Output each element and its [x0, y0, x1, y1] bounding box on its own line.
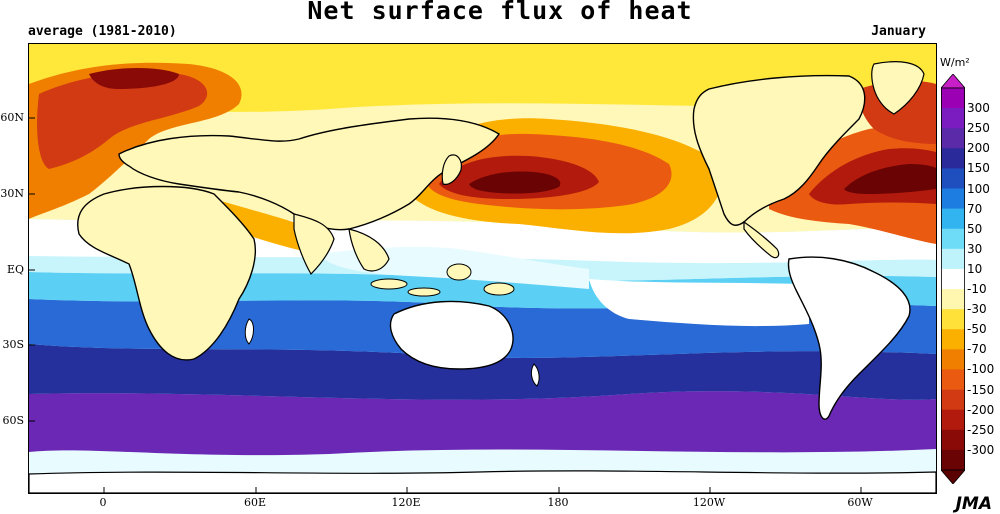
colorbar-bin — [941, 268, 965, 290]
colorbar-frame — [941, 87, 965, 471]
colorbar-tick-label: -300 — [967, 442, 995, 457]
colorbar-bin — [941, 409, 965, 431]
colorbar-tick-label: -250 — [967, 422, 995, 437]
colorbar-bin — [941, 128, 965, 149]
lon-label-60e: 60E — [243, 496, 267, 509]
colorbar-bin — [941, 369, 965, 390]
lon-label-60w: 60W — [847, 496, 873, 509]
lon-label-120e: 120E — [391, 496, 421, 509]
figure-title: Net surface flux of heat — [307, 0, 693, 25]
sumatra-island — [370, 278, 408, 290]
colorbar-bin — [941, 188, 965, 209]
new-zealand-landmass — [530, 363, 540, 387]
period-label: average (1981-2010) — [28, 24, 177, 39]
colorbar-tick-label: 30 — [967, 241, 983, 256]
antarctica-landmass — [29, 470, 936, 493]
jma-credit: JMA — [955, 494, 992, 514]
colorbar-tick-label: 150 — [967, 161, 990, 176]
colorbar-tick-label: -70 — [967, 342, 987, 357]
lat-label-30s: 30S — [2, 338, 24, 351]
japan-landmass — [441, 154, 462, 185]
colorbar-tick-label: -50 — [967, 322, 987, 337]
lon-label-120w: 120W — [692, 496, 726, 509]
colorbar-tick-label: -150 — [967, 382, 995, 397]
colorbar-tick-label: -100 — [967, 362, 995, 377]
colorbar-tick-label: -30 — [967, 302, 987, 317]
lat-label-60n: 60N — [0, 111, 24, 124]
lat-label-30n: 30N — [0, 187, 24, 200]
colorbar-bin — [941, 248, 965, 270]
map-panel — [28, 43, 937, 494]
colorbar-tick-label: 250 — [967, 121, 990, 136]
map-tick-marks — [29, 117, 862, 493]
north-america-landmass — [692, 74, 866, 226]
colorbar-bin — [941, 289, 965, 310]
colorbar-tick-label: 50 — [967, 221, 983, 236]
africa-landmass — [77, 185, 256, 361]
colorbar-tick-label: 10 — [967, 261, 983, 276]
madagascar-island — [244, 318, 254, 345]
india-landmass — [293, 213, 335, 275]
southeast-asia-landmass — [348, 228, 390, 272]
eurasia-landmass — [118, 117, 500, 231]
greenland-landmass — [871, 61, 925, 115]
colorbar-bin — [941, 88, 965, 109]
colorbar-tick-label: 70 — [967, 201, 983, 216]
lon-label-0: 0 — [99, 496, 107, 509]
colorbar — [941, 74, 965, 484]
southern-ocean-band — [29, 391, 936, 456]
colorbar-bin — [941, 168, 965, 189]
cold-tongue-region — [589, 279, 809, 327]
colorbar-bin — [941, 389, 965, 410]
colorbar-bin — [941, 349, 965, 370]
lat-label-eq: EQ — [6, 263, 24, 276]
south-america-landmass — [787, 256, 911, 420]
colorbar-bin — [941, 449, 965, 471]
lat-label-60s: 60S — [2, 414, 24, 427]
central-america-landmass — [743, 220, 780, 259]
colorbar-tick-label: -10 — [967, 282, 987, 297]
colorbar-tick-label: 300 — [967, 101, 990, 116]
colorbar-bin — [941, 148, 965, 169]
java-island — [407, 287, 441, 297]
colorbar-bin — [941, 329, 965, 350]
gulf-stream-max-loss — [844, 164, 936, 194]
colorbar-tick-label: -200 — [967, 402, 995, 417]
colorbar-bin — [941, 309, 965, 330]
subantarctic-band — [29, 344, 936, 400]
arabian-sea-loss — [198, 194, 323, 254]
colorbar-over-triangle — [941, 74, 965, 89]
australia-landmass — [389, 300, 514, 370]
colorbar-tick-label: 200 — [967, 141, 990, 156]
colorbar-bin — [941, 429, 965, 451]
borneo-island — [446, 263, 472, 281]
new-guinea-island — [483, 282, 515, 296]
colorbar-tick-label: 100 — [967, 181, 990, 196]
barents-sea-loss — [89, 68, 179, 89]
colorbar-bin — [941, 208, 965, 230]
colorbar-bin — [941, 228, 965, 250]
month-label: January — [871, 24, 926, 39]
heat-flux-map — [29, 44, 936, 493]
norwegian-sea-loss — [37, 72, 208, 169]
colorbar-bin — [941, 108, 965, 129]
colorbar-unit: W/m² — [940, 56, 970, 69]
kuroshio-max-loss — [469, 171, 561, 194]
lon-label-180: 180 — [547, 496, 569, 509]
colorbar-under-triangle — [941, 469, 965, 484]
